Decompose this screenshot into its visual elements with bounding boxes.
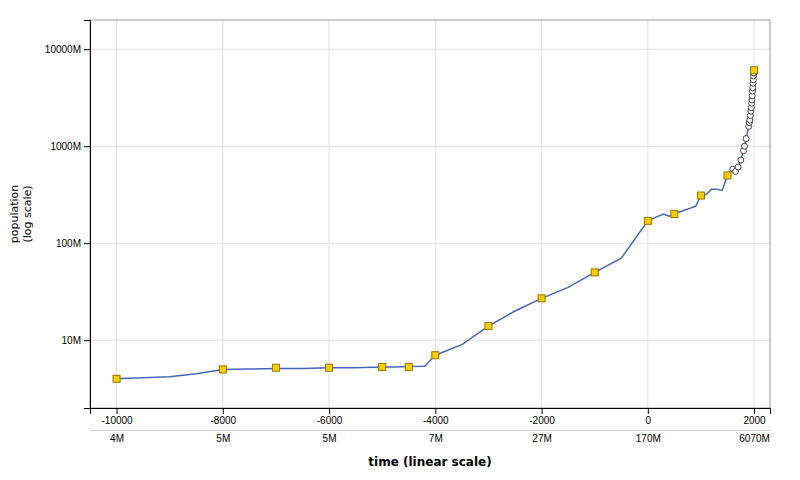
x2-axis-tick-label: 170M <box>636 433 661 444</box>
x2-axis-tick-label: 5M <box>323 433 337 444</box>
x-axis-tick-mark <box>117 408 118 414</box>
circle-marker <box>742 143 748 149</box>
x2-axis-tick-label: 6070M <box>739 433 770 444</box>
square-marker <box>113 375 120 382</box>
x2-axis-tick-label: 5M <box>216 433 230 444</box>
circle-marker <box>738 157 744 163</box>
square-marker <box>219 366 226 373</box>
x-axis-tick-mark <box>329 408 330 414</box>
square-marker <box>326 364 333 371</box>
x-axis-tick: -2000 <box>529 408 555 426</box>
x-axis-tick-label: -6000 <box>317 415 343 426</box>
marks <box>113 67 758 383</box>
x2-axis-tick-label: 7M <box>429 433 443 444</box>
x-axis-tick: -6000 <box>317 408 343 426</box>
grid <box>90 20 770 408</box>
x-grid-line <box>435 20 436 408</box>
y-grid-line <box>90 340 770 341</box>
x2-axis-tick-label: 4M <box>110 433 124 444</box>
y-axis-tick-label: 1000M <box>50 141 81 152</box>
square-marker <box>724 172 731 179</box>
y-axis-tick-label: 10000M <box>45 44 81 55</box>
y-grid-line <box>90 243 770 244</box>
x-axis-tick-label: -2000 <box>529 415 555 426</box>
circle-marker <box>725 172 731 178</box>
square-marker <box>697 192 704 199</box>
y-axis-title-line: (log scale) <box>21 185 34 242</box>
x2-axis-tick: 170M <box>636 430 661 444</box>
x-axis-tick: 2000 <box>743 408 766 426</box>
y-axis-tick-mark <box>84 340 90 341</box>
x2-axis-tick: 5M <box>323 430 337 444</box>
square-marker <box>591 269 598 276</box>
x2-axis-tick: 27M <box>532 430 551 444</box>
y-grid-line <box>90 146 770 147</box>
y-axis-tick: 10M <box>62 335 90 346</box>
circle-marker <box>743 136 749 142</box>
square-marker <box>538 295 545 302</box>
y-axis-tick-mark <box>84 49 90 50</box>
x-grid-line <box>116 20 117 408</box>
y-axis-tick-mark <box>84 243 90 244</box>
x-axis-tick-mark <box>223 408 224 414</box>
y-axis-tick: 100M <box>56 238 90 249</box>
x2-axis-tick: 5M <box>216 430 230 444</box>
square-marker <box>272 364 279 371</box>
x2-axis-tick-label: 27M <box>532 433 551 444</box>
square-marker <box>644 217 651 224</box>
y-axis-line <box>84 21 91 409</box>
x2-axis-tick: 7M <box>429 430 443 444</box>
x-grid-line <box>329 20 330 408</box>
x-axis-tick-label: -8000 <box>211 415 237 426</box>
x-grid-line <box>647 20 648 408</box>
square-marker <box>671 211 678 218</box>
square-marker <box>485 323 492 330</box>
x-axis-tick-mark <box>648 408 649 414</box>
square-marker <box>432 352 439 359</box>
x-axis-tick-label: 0 <box>646 415 652 426</box>
x-axis-tick-mark <box>435 408 436 414</box>
y-axis-tick: 1000M <box>50 141 90 152</box>
x-axis-tick-label: 2000 <box>743 415 766 426</box>
x2-axis-tick: 4M <box>110 430 124 444</box>
y-axis-tick-label: 10M <box>62 335 81 346</box>
x-axis-tick-label: -10000 <box>101 415 133 426</box>
x-axis-tick: -4000 <box>423 408 449 426</box>
x2-axis: 4M 5M 5M 7M 27M 170M 6070M <box>91 430 771 444</box>
y-axis-tick-mark <box>84 146 90 147</box>
x-grid-line <box>541 20 542 408</box>
square-marker <box>379 363 386 370</box>
x-axis-tick: 0 <box>646 408 652 426</box>
circle-marker <box>751 67 757 73</box>
circle-marker <box>735 164 741 170</box>
x-axis-tick-mark <box>754 408 755 414</box>
x-axis-tick-label: -4000 <box>423 415 449 426</box>
y-axis-title-line: population <box>8 185 21 244</box>
x-axis-tick-mark <box>542 408 543 414</box>
plot-frame <box>90 20 770 408</box>
x2-axis-line <box>91 430 771 431</box>
plot: -10000 -8000 -6000 -4000 -2000 0 2000 4M 5M 5M 7M 2… <box>8 20 771 469</box>
line <box>117 70 755 379</box>
y-axis-tick-label: 100M <box>56 238 81 249</box>
x-grid-line <box>222 20 223 408</box>
x2-axis-tick: 6070M <box>739 430 770 444</box>
y-axis-tick: 10000M <box>45 44 90 55</box>
square-marker <box>751 67 758 74</box>
y-axis: 10M 100M 1000M 10000M <box>45 21 91 409</box>
x-axis-tick: -10000 <box>101 408 133 426</box>
x-axis-tick: -8000 <box>211 408 237 426</box>
y-axis-title: population(log scale) <box>8 185 34 244</box>
y-grid-line <box>90 49 770 50</box>
square-marker <box>405 363 412 370</box>
x-axis-title: time (linear scale) <box>368 455 491 469</box>
chart: -10000 -8000 -6000 -4000 -2000 0 2000 4M 5M 5M 7M 2… <box>0 0 800 480</box>
x-axis: -10000 -8000 -6000 -4000 -2000 0 2000 <box>91 408 771 426</box>
x-axis-line <box>91 409 771 415</box>
